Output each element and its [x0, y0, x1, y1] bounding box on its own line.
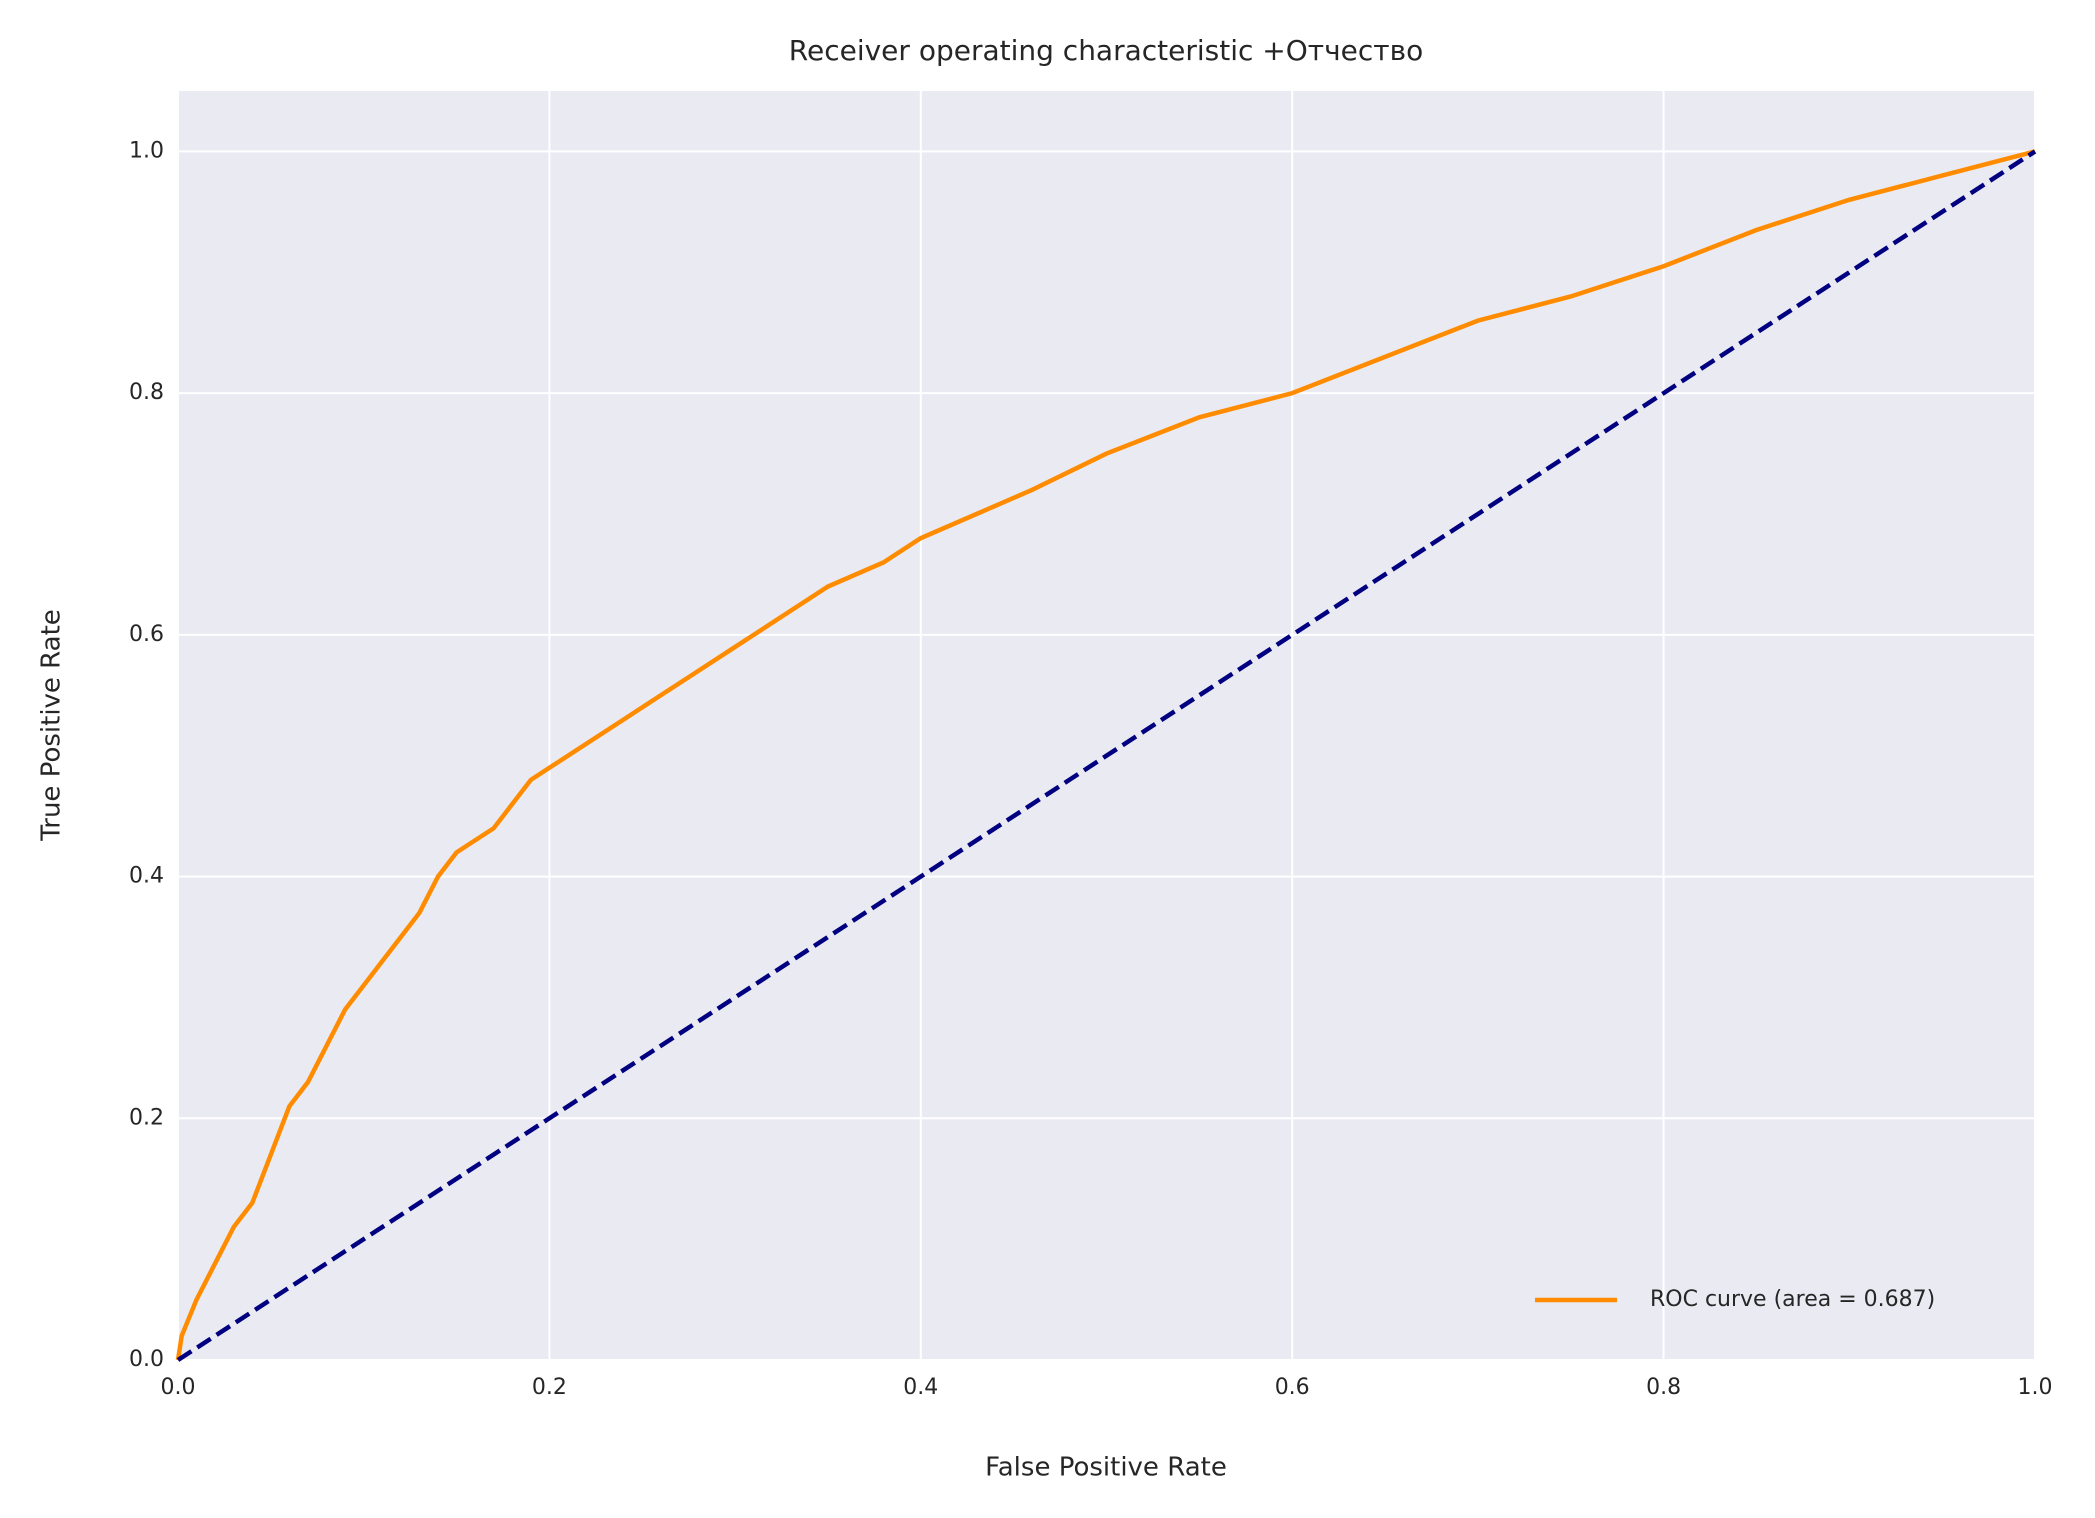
y-tick-label: 0.2: [129, 1105, 164, 1130]
x-axis-label: False Positive Rate: [985, 1453, 1227, 1483]
x-tick-label: 1.0: [2018, 1375, 2053, 1400]
chart-title: Receiver operating characteristic +Отчес…: [789, 34, 1423, 67]
plot-area: [178, 91, 2035, 1360]
line: [175, 149, 2036, 1361]
y-axis-label: True Positive Rate: [37, 609, 67, 842]
x-tick-label: 0.8: [1646, 1375, 1681, 1400]
y-tick-label: 0.8: [129, 380, 164, 405]
y-tick-label: 1.0: [129, 138, 164, 163]
x-tick-label: 0.0: [161, 1375, 196, 1400]
y-tick-label: 0.0: [129, 1347, 164, 1372]
x-tick-label: 0.2: [532, 1375, 567, 1400]
line: [176, 149, 2037, 1362]
legend-label: ROC curve (area = 0.687): [1650, 1287, 1935, 1312]
y-tick-label: 0.4: [129, 864, 164, 889]
x-tick-label: 0.6: [1275, 1375, 1310, 1400]
y-tick-label: 0.6: [129, 622, 164, 647]
x-tick-label: 0.4: [903, 1375, 938, 1400]
